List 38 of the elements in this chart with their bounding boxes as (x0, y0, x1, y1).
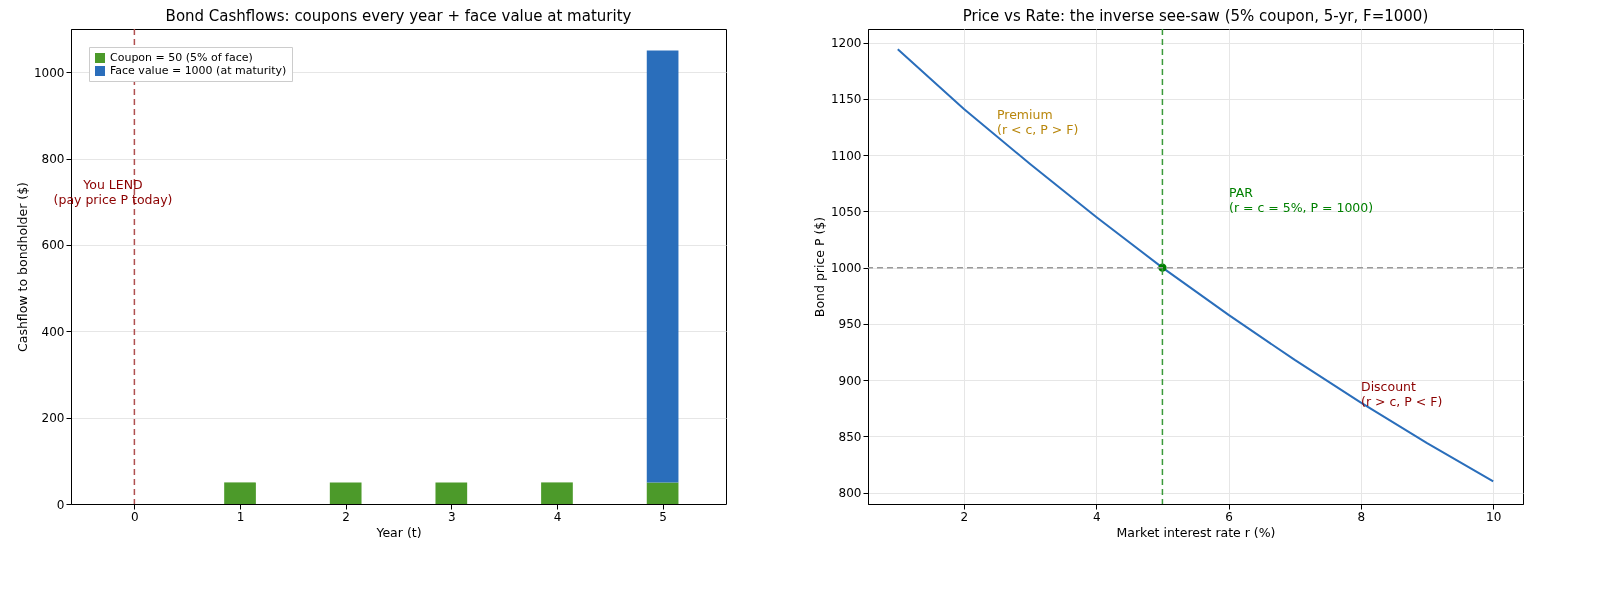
y-tick-label: 950 (838, 317, 862, 332)
y-tick-label: 800 (41, 152, 65, 167)
x-axis-title: Market interest rate r (%) (1116, 524, 1276, 540)
y-tick-label: 400 (41, 324, 65, 339)
x-tick-label: 4 (1092, 509, 1101, 524)
y-tick-label: 1000 (33, 65, 65, 80)
x-tick-label: 3 (448, 509, 456, 524)
chart-title: Price vs Rate: the inverse see-saw (5% coupon, 5-yr, F=1000) (962, 7, 1429, 26)
y-tick-label: 1150 (830, 92, 862, 107)
x-tick-label: 8 (1357, 509, 1366, 524)
y-tick-label: 900 (838, 373, 862, 388)
y-tick-label: 1100 (830, 148, 862, 163)
y-tick-label: 600 (41, 238, 65, 253)
y-tick-label: 1000 (830, 261, 862, 276)
x-tick-label: 5 (659, 509, 667, 524)
x-tick-label: 4 (553, 509, 562, 524)
annotation: Premium (r < c, P > F) (997, 107, 1079, 137)
x-axis-title: Year (t) (375, 524, 422, 540)
y-axis-title: Cashflow to bondholder ($) (14, 182, 30, 352)
y-axis-title: Bond price P ($) (811, 216, 827, 318)
x-tick-label: 10 (1486, 509, 1502, 524)
y-tick-label: 1050 (830, 204, 862, 219)
y-tick-label: 800 (838, 486, 862, 501)
annotation: PAR (r = c = 5%, P = 1000) (1229, 185, 1374, 215)
line-series (896, 48, 1495, 483)
y-tick-label: 200 (41, 411, 65, 426)
x-tick-label: 0 (131, 509, 139, 524)
x-tick-label: 1 (236, 509, 245, 524)
y-tick-label: 0 (56, 497, 65, 512)
legend-label: Coupon = 50 (5% of face) (110, 51, 253, 64)
chart-title: Bond Cashflows: coupons every year + face value at maturity (165, 7, 632, 26)
x-tick-label: 6 (1225, 509, 1233, 524)
annotation: Discount (r > c, P < F) (1361, 379, 1443, 409)
y-tick-label: 850 (838, 429, 862, 444)
x-tick-label: 2 (960, 509, 969, 524)
x-tick-label: 2 (342, 509, 350, 524)
legend-label: Face value = 1000 (at maturity) (110, 64, 287, 77)
y-tick-label: 1200 (830, 36, 862, 51)
